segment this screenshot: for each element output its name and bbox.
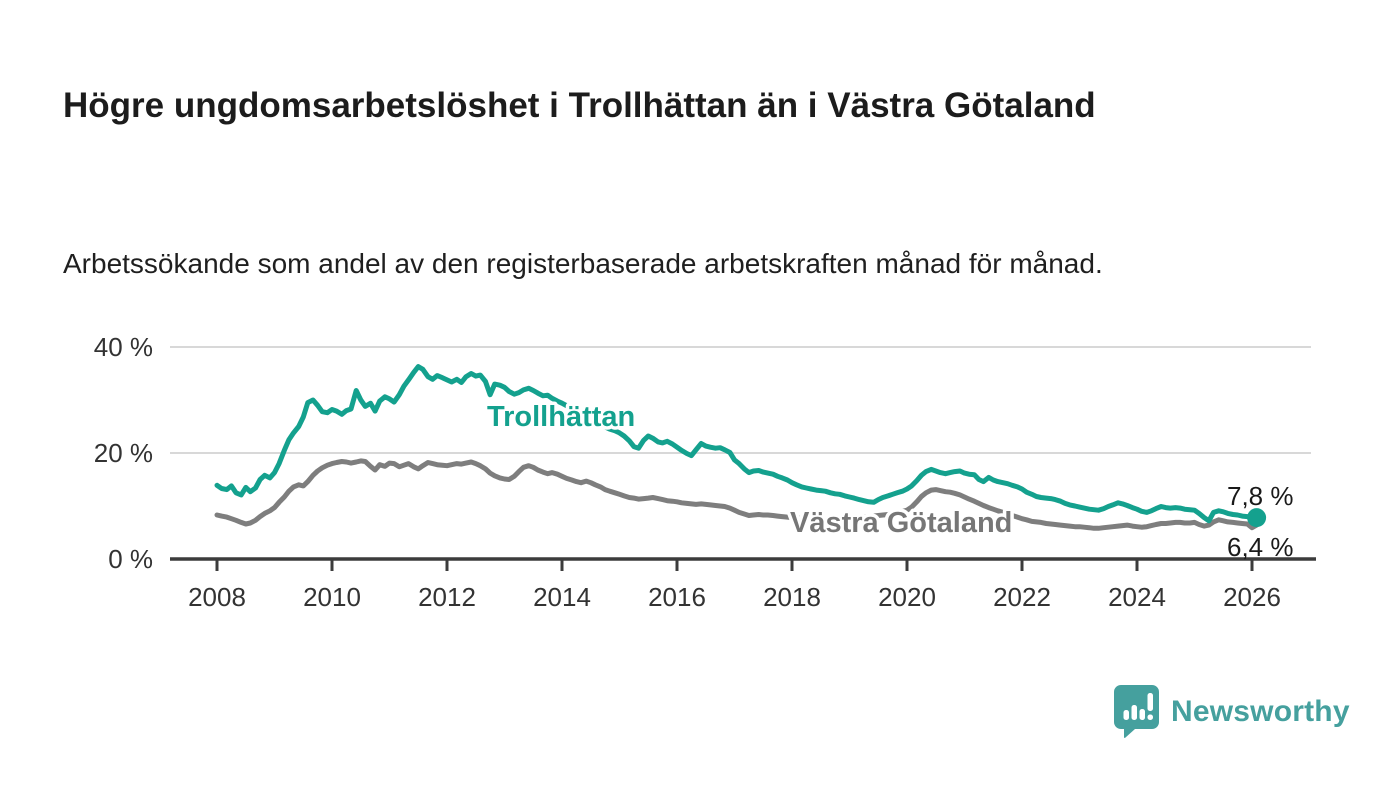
y-axis-tick-label: 0 % [108,544,153,574]
series-line-v-stra-g-taland [214,458,1260,531]
newsworthy-brand-link[interactable]: Newsworthy [1113,684,1350,739]
series-label-trollh-ttan: Trollhättan [487,401,635,433]
chart-subtitle: Arbetssökande som andel av den registerb… [63,248,1103,279]
series-line-trollh-ttan [214,364,1260,524]
latest-point-marker [1247,508,1267,528]
end-value-label-v-stra-g-taland: 6,4 % [1227,532,1294,562]
x-axis-tick-label: 2020 [878,582,936,612]
x-axis-tick-label: 2012 [418,582,476,612]
x-axis-tick-label: 2022 [993,582,1051,612]
y-axis-tick-label: 20 % [94,438,153,468]
end-value-label-trollh-ttan: 7,8 % [1227,481,1294,511]
y-axis-tick-label: 40 % [94,332,153,362]
newsworthy-brand-name: Newsworthy [1171,694,1350,728]
series-label-v-stra-g-taland: Västra Götaland [790,507,1012,539]
x-axis-tick-label: 2026 [1223,582,1281,612]
page-title: Högre ungdomsarbetslöshet i Trollhättan … [63,86,1096,126]
line-chart: 0 % 20 % 40 % 2008 2010 2012 2014 2016 2018 2020 2… [94,332,1316,612]
x-axis-tick-label: 2016 [648,582,706,612]
newsworthy-logo-icon [1113,684,1161,739]
x-axis-tick-label: 2008 [188,582,246,612]
x-axis-tick-label: 2024 [1108,582,1166,612]
x-axis-tick-label: 2014 [533,582,591,612]
x-axis-tick-label: 2010 [303,582,361,612]
x-axis-tick-label: 2018 [763,582,821,612]
